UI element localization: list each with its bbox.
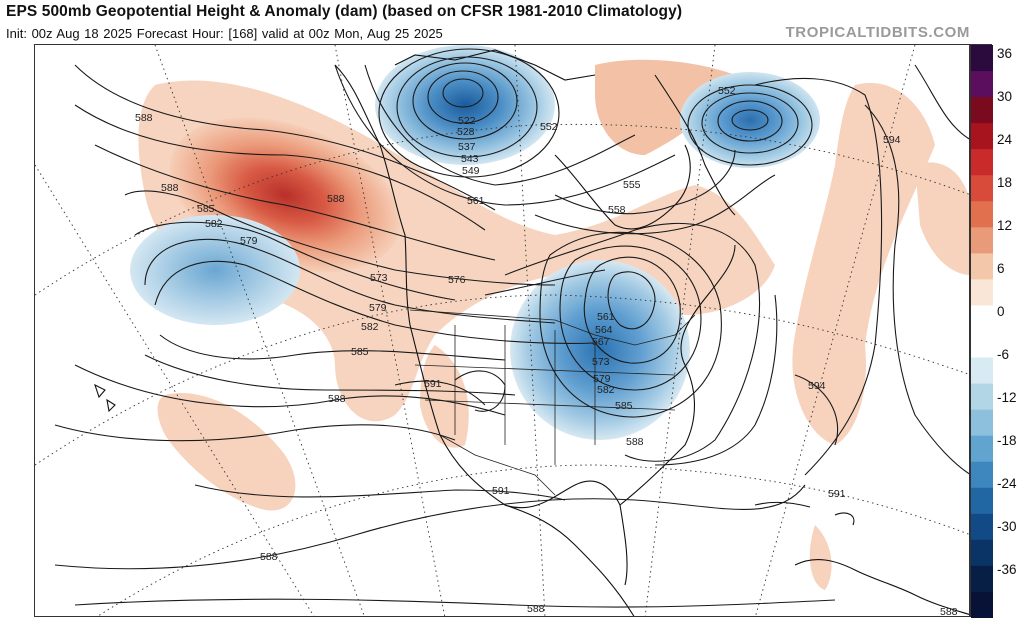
colorbar-swatch	[971, 305, 993, 333]
colorbar-swatch	[971, 97, 993, 124]
colorbar-swatch	[971, 175, 993, 202]
contour-labels: 588 588 585 582 579 573 576 579 582 585 …	[135, 85, 958, 617]
colorbar-tick-label: -36	[997, 562, 1017, 577]
contour-label: 573	[370, 272, 388, 284]
contour-label: 582	[597, 384, 615, 396]
contour-label: 567	[592, 336, 610, 348]
contour-label: 573	[592, 356, 610, 368]
colorbar-swatch	[971, 383, 993, 411]
contour-label: 591	[492, 485, 510, 497]
contour-label: 561	[467, 195, 485, 207]
contour-label: 579	[240, 235, 258, 247]
colorbar-swatch	[971, 513, 993, 541]
contour-label: 588	[527, 603, 545, 615]
contour-label: 585	[615, 400, 633, 412]
contour-label: 588	[328, 393, 346, 405]
colorbar-tick-label: 0	[997, 304, 1005, 319]
colorbar-tick-label: 30	[997, 89, 1013, 104]
colorbar-tick-label: 36	[997, 46, 1013, 61]
contour-label: 588	[161, 182, 179, 194]
contour-label: 588	[327, 193, 345, 205]
contour-label: 537	[458, 141, 476, 153]
map-panel: 588 588 585 582 579 573 576 579 582 585 …	[34, 44, 970, 617]
contour-label: 543	[461, 153, 479, 165]
colorbar-swatch	[971, 539, 993, 567]
contour-label: 561	[597, 311, 615, 323]
contour-label: 594	[808, 380, 826, 392]
contour-label: 582	[205, 218, 223, 230]
anomaly-map: 588 588 585 582 579 573 576 579 582 585 …	[35, 45, 969, 617]
contour-label: 594	[883, 134, 901, 146]
chart-subtitle: Init: 00z Aug 18 2025 Forecast Hour: [16…	[6, 26, 443, 41]
colorbar-swatch	[971, 45, 993, 72]
colorbar-tick-label: -12	[997, 390, 1017, 405]
colorbar-swatch	[971, 591, 993, 618]
contour-label: 591	[828, 488, 846, 500]
colorbar-swatch	[971, 435, 993, 463]
colorbar-swatch	[971, 149, 993, 176]
contour-label: 579	[593, 373, 611, 385]
colorbar-swatch	[971, 487, 993, 515]
contour-label: 552	[718, 85, 736, 97]
contour-label: 585	[351, 346, 369, 358]
source-watermark: TROPICALTIDBITS.COM	[785, 24, 970, 41]
height-contours	[54, 48, 969, 608]
graticule	[35, 45, 969, 616]
contour-label: 576	[448, 274, 466, 286]
contour-label: 588	[260, 551, 278, 563]
chart-title: EPS 500mb Geopotential Height & Anomaly …	[6, 3, 683, 20]
colorbar-tick-label: -18	[997, 433, 1017, 448]
colorbar-swatch	[971, 279, 993, 307]
colorbar-tick-label: -24	[997, 476, 1017, 491]
contour-label: 549	[462, 165, 480, 177]
contour-label: 588	[626, 436, 644, 448]
colorbar-swatch	[971, 71, 993, 98]
contour-label: 555	[623, 179, 641, 191]
colorbar	[970, 44, 993, 618]
contour-label: 591	[424, 378, 442, 390]
contour-label: 522	[458, 115, 476, 127]
contour-label: 558	[608, 204, 626, 216]
contour-label: 588	[940, 606, 958, 617]
colorbar-swatch	[971, 461, 993, 489]
colorbar-swatch	[971, 357, 993, 385]
colorbar-tick-label: -6	[997, 347, 1010, 362]
contour-label: 585	[197, 203, 215, 215]
colorbar-tick-label: -30	[997, 519, 1017, 534]
colorbar-tick-label: 24	[997, 132, 1013, 147]
colorbar-swatch	[971, 253, 993, 281]
contour-label: 579	[369, 302, 387, 314]
colorbar-gradient	[971, 45, 993, 618]
colorbar-tick-label: 6	[997, 261, 1005, 276]
colorbar-swatch	[971, 565, 993, 593]
contour-label: 552	[540, 121, 558, 133]
colorbar-swatch	[971, 331, 993, 359]
contour-label: 582	[361, 321, 379, 333]
colorbar-swatch	[971, 123, 993, 150]
colorbar-swatch	[971, 201, 993, 228]
colorbar-swatch	[971, 227, 993, 254]
colorbar-tick-label: 12	[997, 218, 1013, 233]
colorbar-swatch	[971, 409, 993, 437]
contour-label: 528	[457, 126, 475, 138]
colorbar-tick-label: 18	[997, 175, 1013, 190]
contour-label: 588	[135, 112, 153, 124]
contour-label: 564	[595, 324, 613, 336]
